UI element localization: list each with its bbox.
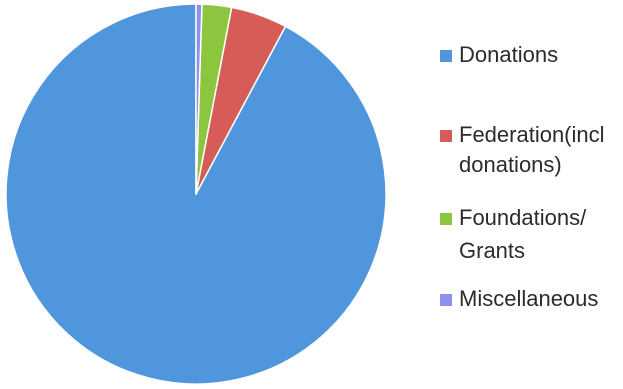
legend-swatch-federation <box>440 130 452 142</box>
legend-label-federation-line1: Federation(incl <box>459 122 605 147</box>
legend-label-miscellaneous: Miscellaneous <box>459 286 599 311</box>
legend-swatch-miscellaneous <box>440 294 452 306</box>
pie-slices <box>5 3 387 385</box>
legend-label-foundations-line2: Grants <box>459 238 526 263</box>
legend-swatch-foundations <box>440 213 452 225</box>
pie-slice-miscellaneous <box>195 3 203 195</box>
legend-swatch-donations <box>440 50 452 62</box>
legend-label-donations: Donations <box>459 42 559 67</box>
legend-label-federation-line2: donations) <box>459 152 562 177</box>
legend-label-foundations-line1: Foundations/ <box>459 205 587 230</box>
